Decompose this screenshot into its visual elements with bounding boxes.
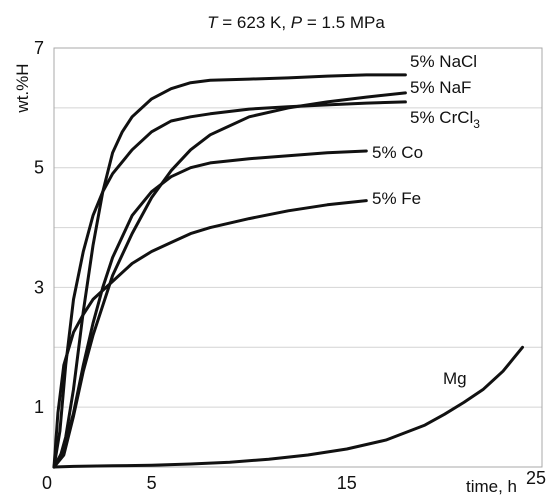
- y-tick-label: 3: [34, 277, 44, 297]
- x-axis-label: time, h: [466, 477, 517, 496]
- series-line-5-nacl: [52, 73, 407, 469]
- series-label: Mg: [443, 369, 467, 388]
- title-pressure-symbol: P: [291, 13, 303, 32]
- series-line-5-crcl3: [52, 100, 407, 469]
- x-tick-label: 0: [42, 473, 52, 493]
- title-temperature-symbol: T: [207, 13, 219, 32]
- series-labels: 5% NaCl 5% NaF 5% CrCl3 5% Co 5% Fe Mg: [372, 52, 480, 388]
- plot-frame: [53, 47, 543, 468]
- x-tick-label: 5: [147, 473, 157, 493]
- chart-title: T = 623 K, P = 1.5 MPa: [207, 13, 385, 32]
- y-tick-label: 5: [34, 158, 44, 178]
- grid-lines: [54, 107, 542, 408]
- series-line-mg: [52, 345, 524, 469]
- series-label: 5% NaF: [410, 78, 471, 97]
- y-tick-label: 7: [34, 38, 44, 58]
- series-label: 5% CrCl3: [410, 108, 480, 131]
- series-line-5-co: [52, 149, 368, 469]
- title-pressure-value: = 1.5 MPa: [302, 13, 385, 32]
- series-label: 5% Co: [372, 143, 423, 162]
- y-tick-label: 1: [34, 397, 44, 417]
- series-line-5-fe: [52, 199, 368, 469]
- y-axis-label: wt.%H: [13, 63, 32, 113]
- x-tick-label: 25: [526, 468, 546, 488]
- x-tick-label: 15: [337, 473, 357, 493]
- plot-border: [53, 47, 543, 468]
- series-lines: [52, 73, 524, 469]
- series-label: 5% Fe: [372, 189, 421, 208]
- title-temperature-value: = 623 K,: [218, 13, 291, 32]
- tick-labels: 1 3 5 7 0 5 15 25: [34, 38, 546, 493]
- series-label: 5% NaCl: [410, 52, 477, 71]
